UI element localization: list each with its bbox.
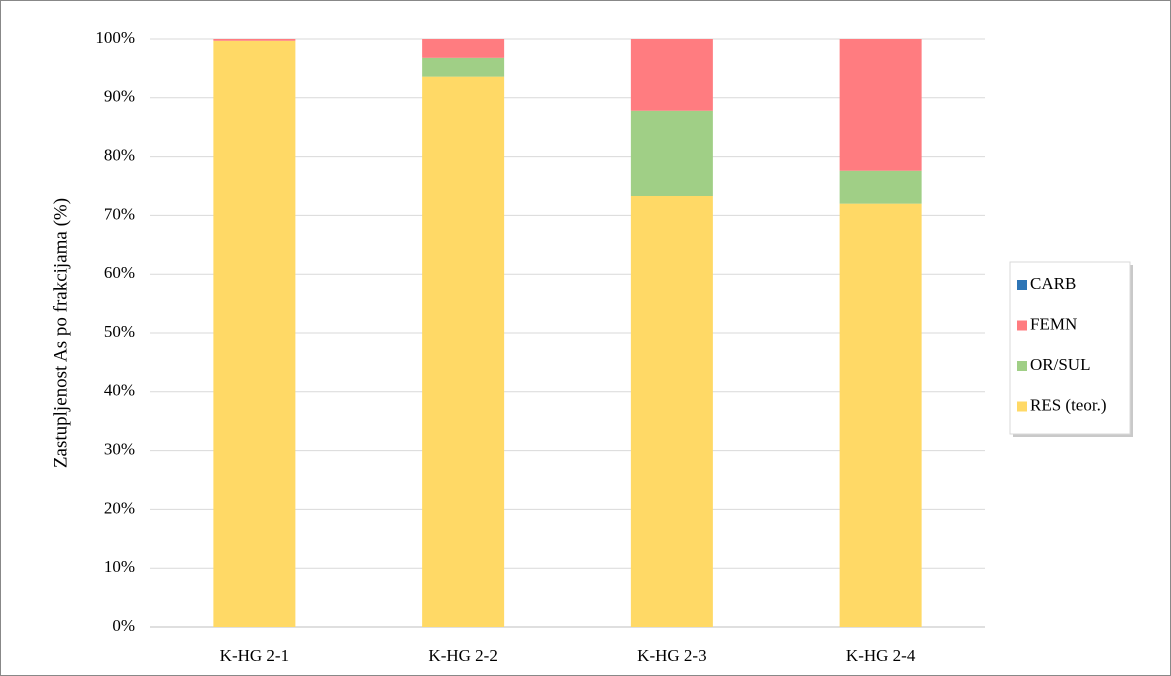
x-tick-label: K-HG 2-1 bbox=[220, 646, 289, 665]
y-tick-label: 90% bbox=[104, 87, 135, 106]
legend-swatch bbox=[1017, 320, 1027, 331]
legend-swatch bbox=[1017, 361, 1027, 371]
bar-segment bbox=[422, 39, 505, 58]
bar-segment bbox=[630, 195, 713, 627]
x-tick-label: K-HG 2-2 bbox=[428, 646, 497, 665]
y-tick-label: 0% bbox=[112, 616, 135, 635]
y-tick-label: 60% bbox=[104, 263, 135, 282]
bar-segment bbox=[630, 39, 713, 111]
bar-segment bbox=[630, 110, 713, 196]
x-tick-label: K-HG 2-3 bbox=[637, 646, 706, 665]
bar-segment bbox=[422, 76, 505, 627]
y-tick-label: 30% bbox=[104, 440, 135, 459]
y-tick-label: 40% bbox=[104, 381, 135, 400]
y-tick-label: 100% bbox=[95, 28, 135, 47]
y-tick-label: 80% bbox=[104, 146, 135, 165]
legend-swatch bbox=[1017, 280, 1027, 290]
bar-segment bbox=[213, 39, 296, 41]
y-tick-label: 70% bbox=[104, 204, 135, 223]
y-tick-label: 20% bbox=[104, 498, 135, 517]
legend-label: RES (teor.) bbox=[1030, 395, 1107, 414]
x-tick-label: K-HG 2-4 bbox=[846, 646, 916, 665]
legend-label: OR/SUL bbox=[1030, 355, 1090, 374]
bar-segment bbox=[213, 40, 296, 628]
y-axis-label: Zastupljenost As po frakcijama (%) bbox=[50, 198, 71, 468]
legend-box bbox=[1009, 261, 1131, 435]
y-tick-label: 50% bbox=[104, 322, 135, 341]
bar-segment bbox=[839, 39, 922, 171]
legend-label: FEMN bbox=[1030, 314, 1077, 333]
legend-swatch bbox=[1017, 401, 1027, 412]
legend-label: CARB bbox=[1030, 274, 1076, 293]
bar-segment bbox=[839, 170, 922, 204]
y-tick-label: 10% bbox=[104, 557, 135, 576]
bar-segment bbox=[839, 203, 922, 627]
bar-segment bbox=[422, 57, 505, 77]
